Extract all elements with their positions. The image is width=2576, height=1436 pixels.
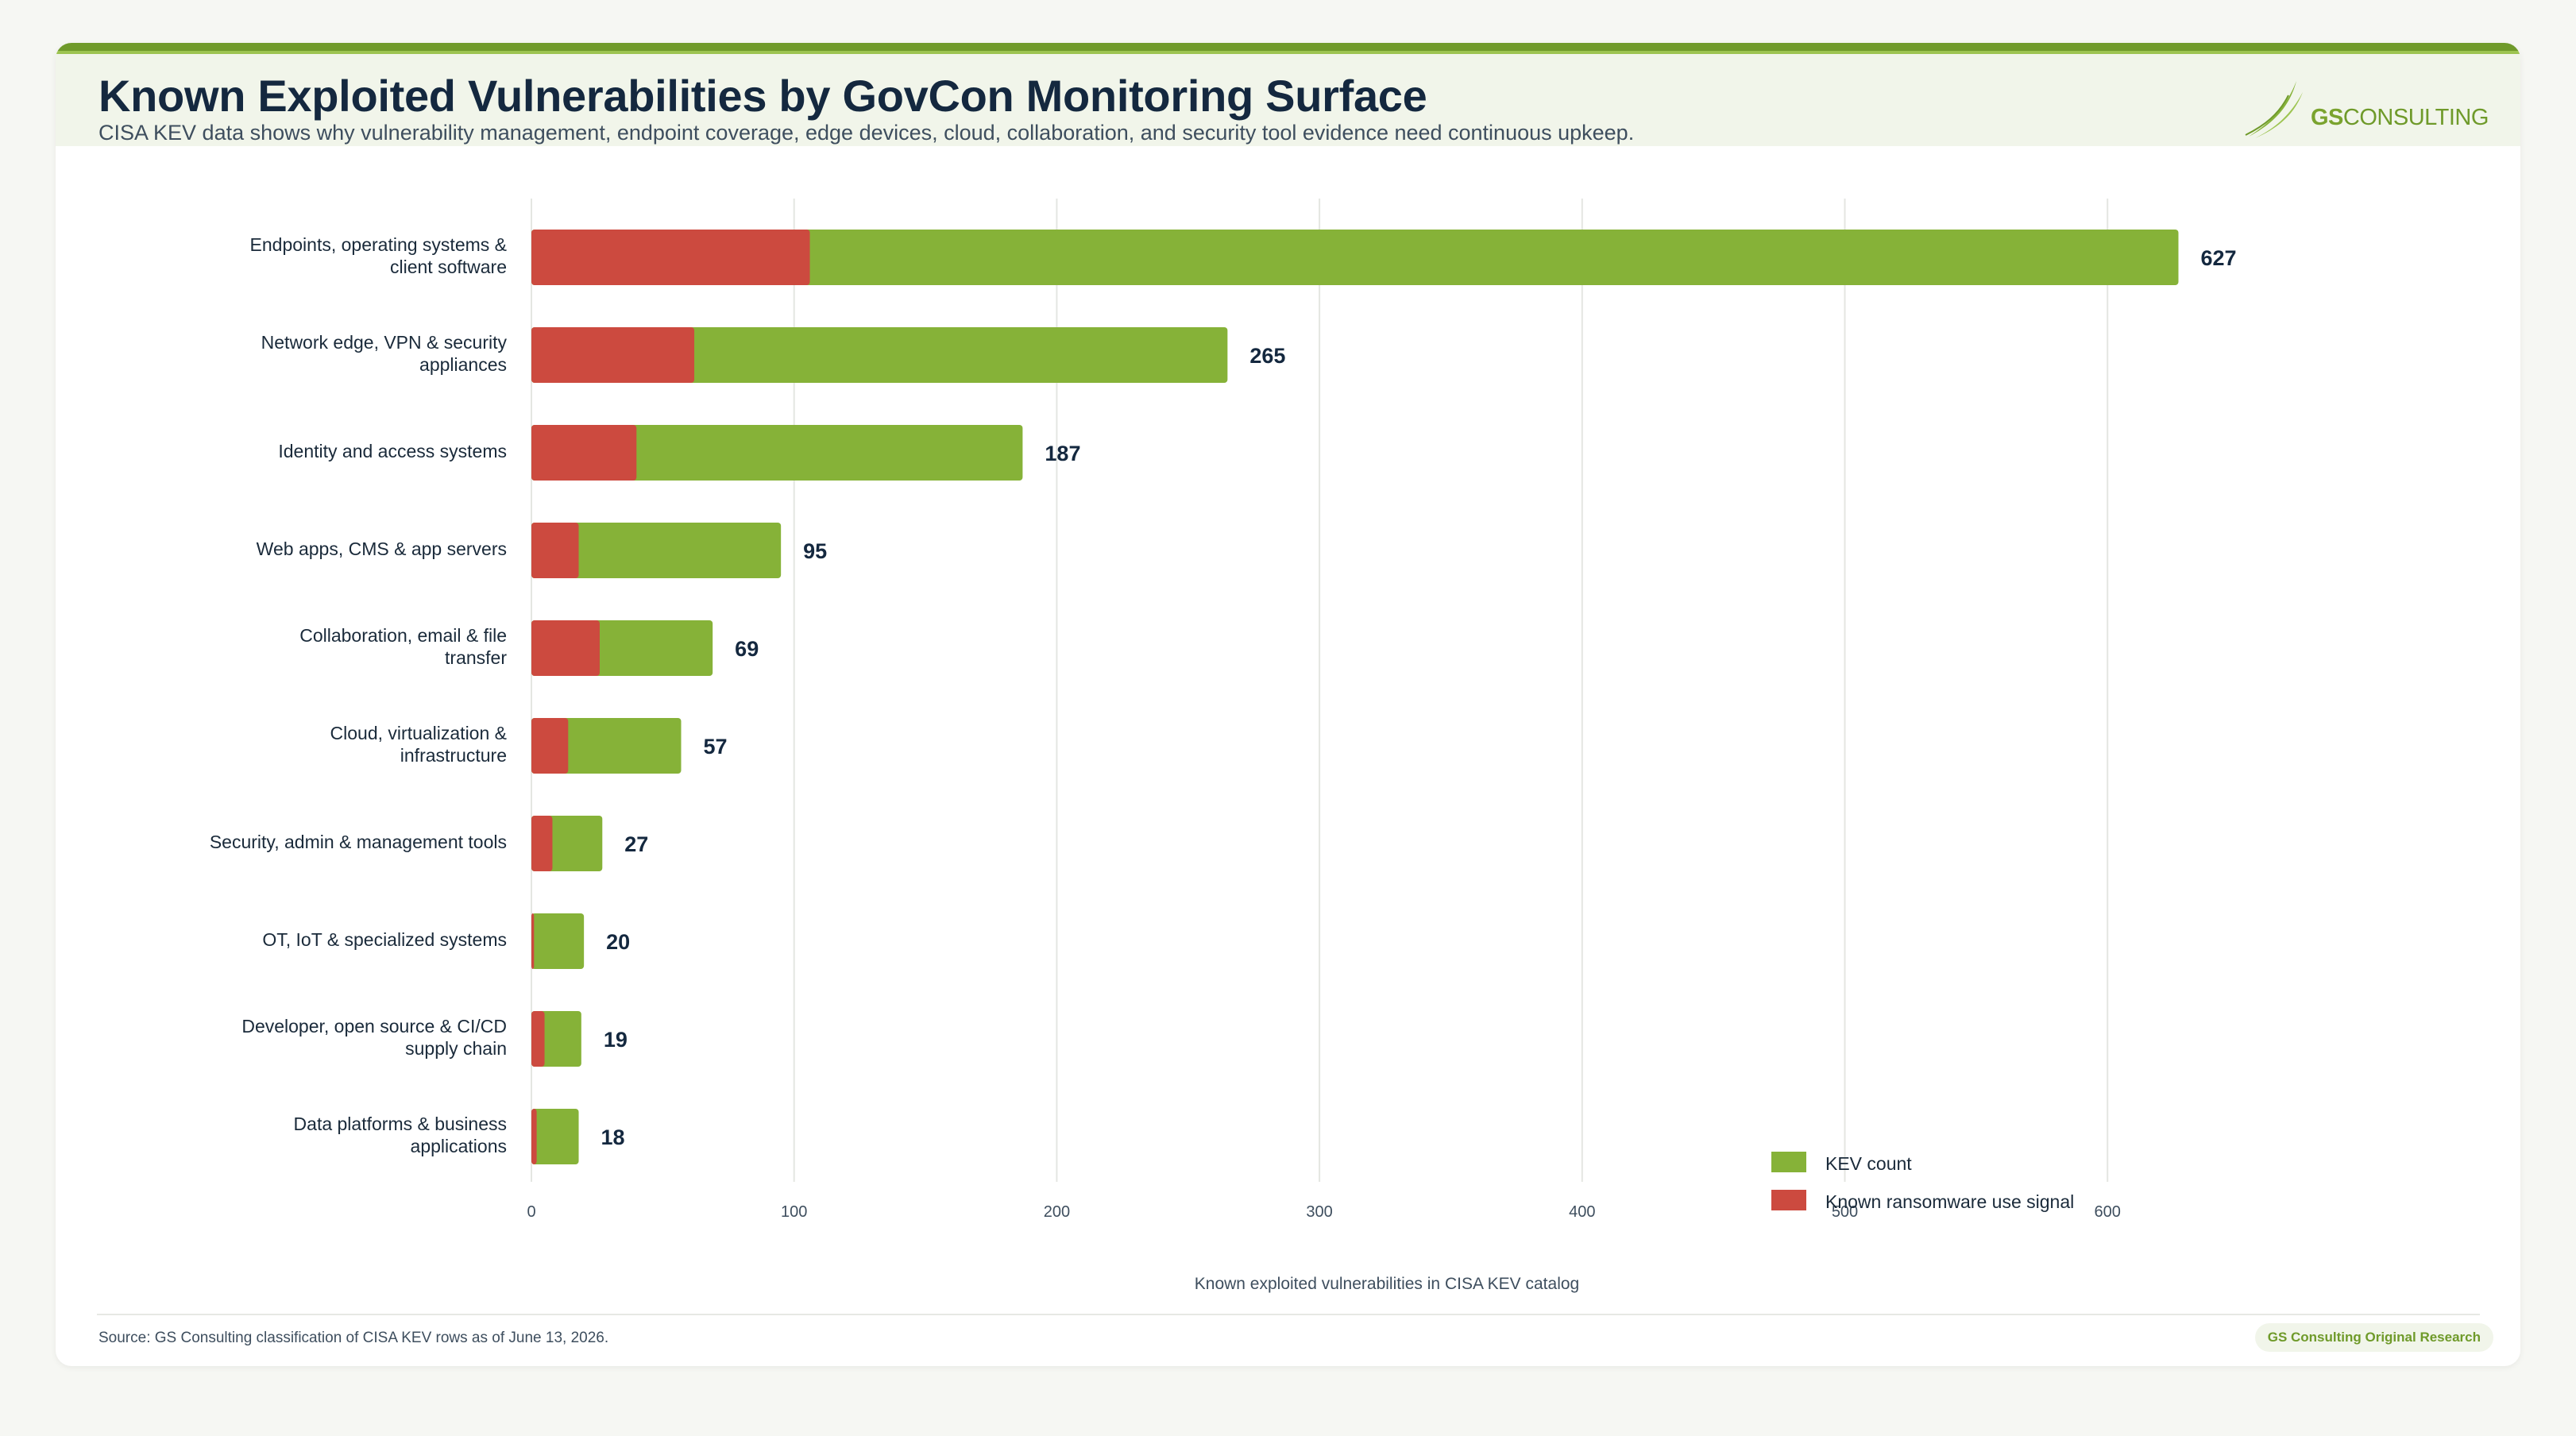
legend-swatch-kev-count — [1771, 1152, 1806, 1172]
legend-label-ransomware: Known ransomware use signal — [1825, 1191, 2074, 1212]
logo-suffix: CONSULTING — [2342, 105, 2489, 130]
gs-consulting-logo: GSCONSULTING — [2244, 78, 2489, 141]
category-label: Cloud, virtualization & infrastructure — [330, 723, 507, 766]
kev-count-bar — [531, 1109, 579, 1164]
category-label-line: appliances — [419, 354, 507, 375]
category-label-line: applications — [411, 1136, 507, 1156]
kev-count-bar — [531, 425, 1023, 481]
category-label: Collaboration, email & file transfer — [299, 625, 507, 668]
category-label: Web apps, CMS & app servers — [257, 538, 507, 559]
x-axis-title: Known exploited vulnerabilities in CISA … — [1195, 1275, 1579, 1293]
data-label: 627 — [2200, 246, 2236, 270]
category-label-line: client software — [390, 257, 507, 277]
ransomware-bar — [531, 425, 637, 481]
category-label-line: OT, IoT & specialized systems — [262, 929, 507, 950]
kev-count-bar — [531, 230, 2179, 285]
kev-count-bar — [531, 718, 682, 774]
stacked-bar-chart: Endpoints, operating systems & client sof… — [210, 199, 2237, 1293]
x-tick-label: 400 — [1569, 1203, 1595, 1221]
x-tick-label: 500 — [1832, 1203, 1858, 1221]
category-label-line: transfer — [445, 647, 507, 668]
logo-prefix: GS — [2311, 105, 2343, 130]
x-tick-label: 600 — [2095, 1203, 2121, 1221]
data-label: 265 — [1249, 344, 1285, 368]
data-label: 187 — [1045, 442, 1080, 465]
category-label: Data platforms & business applications — [294, 1114, 507, 1156]
ransomware-bar — [531, 327, 695, 383]
data-label: 69 — [735, 637, 759, 661]
category-label-line: Web apps, CMS & app servers — [257, 538, 507, 559]
logo-wordmark: GSCONSULTING — [2311, 105, 2489, 131]
ransomware-bar — [531, 1011, 545, 1067]
x-tick-label: 300 — [1306, 1203, 1332, 1221]
data-label: 20 — [606, 930, 630, 954]
data-label: 18 — [601, 1125, 625, 1149]
data-label: 19 — [604, 1028, 628, 1052]
accent-stripe — [56, 43, 2520, 51]
kev-count-bar — [531, 913, 585, 969]
legend-swatch-ransomware — [1771, 1190, 1806, 1210]
category-label-line: Data platforms & business — [294, 1114, 507, 1134]
category-label-line: Endpoints, operating systems & — [250, 234, 507, 255]
report-card: Known Exploited Vulnerabilities by GovCo… — [56, 43, 2520, 1366]
page-subtitle: CISA KEV data shows why vulnerability ma… — [98, 121, 1635, 145]
x-tick-label: 0 — [527, 1203, 535, 1221]
ransomware-bar — [531, 230, 810, 285]
category-label: Endpoints, operating systems & client sof… — [250, 234, 507, 277]
source-note: Source: GS Consulting classification of … — [98, 1330, 609, 1346]
data-label: 57 — [703, 735, 727, 759]
ransomware-bar — [531, 523, 579, 578]
category-label: Identity and access systems — [278, 441, 507, 461]
accent-stripe-light — [56, 51, 2520, 54]
ransomware-bar — [531, 1109, 537, 1164]
category-label-line: Developer, open source & CI/CD — [241, 1016, 507, 1036]
bars — [531, 230, 2179, 1164]
ransomware-bar — [531, 913, 535, 969]
kev-count-bar — [531, 523, 782, 578]
ransomware-bar — [531, 816, 553, 871]
header-band: Known Exploited Vulnerabilities by GovCo… — [56, 54, 2520, 146]
category-labels: Endpoints, operating systems & client sof… — [210, 234, 508, 1156]
category-label-line: infrastructure — [400, 745, 507, 766]
data-labels: 627 265 187 95 69 57 27 20 19 18 — [601, 246, 2237, 1149]
data-label: 95 — [803, 539, 827, 563]
category-label-line: Network edge, VPN & security — [261, 332, 508, 353]
category-label-line: Security, admin & management tools — [210, 832, 507, 852]
category-label: Network edge, VPN & security appliances — [261, 332, 508, 375]
x-tick-label: 100 — [781, 1203, 807, 1221]
data-label: 27 — [624, 832, 648, 856]
category-label-line: supply chain — [405, 1038, 507, 1059]
legend-label-kev-count: KEV count — [1825, 1153, 1912, 1174]
category-label-line: Collaboration, email & file — [299, 625, 507, 646]
category-label: OT, IoT & specialized systems — [262, 929, 507, 950]
swoosh-icon — [2245, 81, 2303, 138]
ransomware-bar — [531, 718, 569, 774]
research-badge: GS Consulting Original Research — [2254, 1323, 2493, 1352]
x-tick-label: 200 — [1044, 1203, 1070, 1221]
category-label-line: Cloud, virtualization & — [330, 723, 507, 743]
x-axis-ticks: 0 100 200 300 400 500 600 — [527, 1203, 2120, 1221]
category-label: Developer, open source & CI/CD supply cha… — [241, 1016, 507, 1059]
footer-divider — [97, 1314, 2480, 1315]
category-label: Security, admin & management tools — [210, 832, 507, 852]
ransomware-bar — [531, 620, 600, 676]
page-title: Known Exploited Vulnerabilities by GovCo… — [98, 71, 1427, 121]
chart-legend: KEV count Known ransomware use signal — [1771, 1152, 2074, 1212]
category-label-line: Identity and access systems — [278, 441, 507, 461]
kev-count-bar — [531, 327, 1228, 383]
